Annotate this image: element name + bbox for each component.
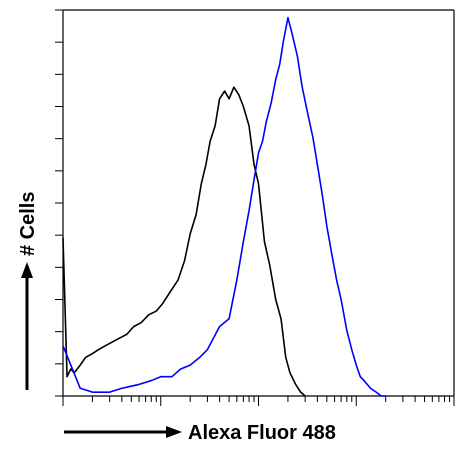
plot-frame bbox=[62, 9, 455, 397]
y-axis-arrow-head bbox=[21, 262, 33, 278]
series-line-black bbox=[62, 86, 306, 397]
x-axis-label: Alexa Fluor 488 bbox=[188, 422, 336, 444]
x-axis-ticks bbox=[62, 396, 455, 406]
series-line-blue bbox=[62, 16, 386, 397]
x-axis-label-group: Alexa Fluor 488 bbox=[64, 422, 336, 444]
y-axis-ticks bbox=[55, 9, 63, 397]
x-axis-arrow-head bbox=[166, 426, 182, 438]
series-layer bbox=[62, 16, 386, 397]
y-axis-label-group: # Cells bbox=[17, 192, 39, 390]
y-axis-label: # Cells bbox=[17, 192, 39, 256]
